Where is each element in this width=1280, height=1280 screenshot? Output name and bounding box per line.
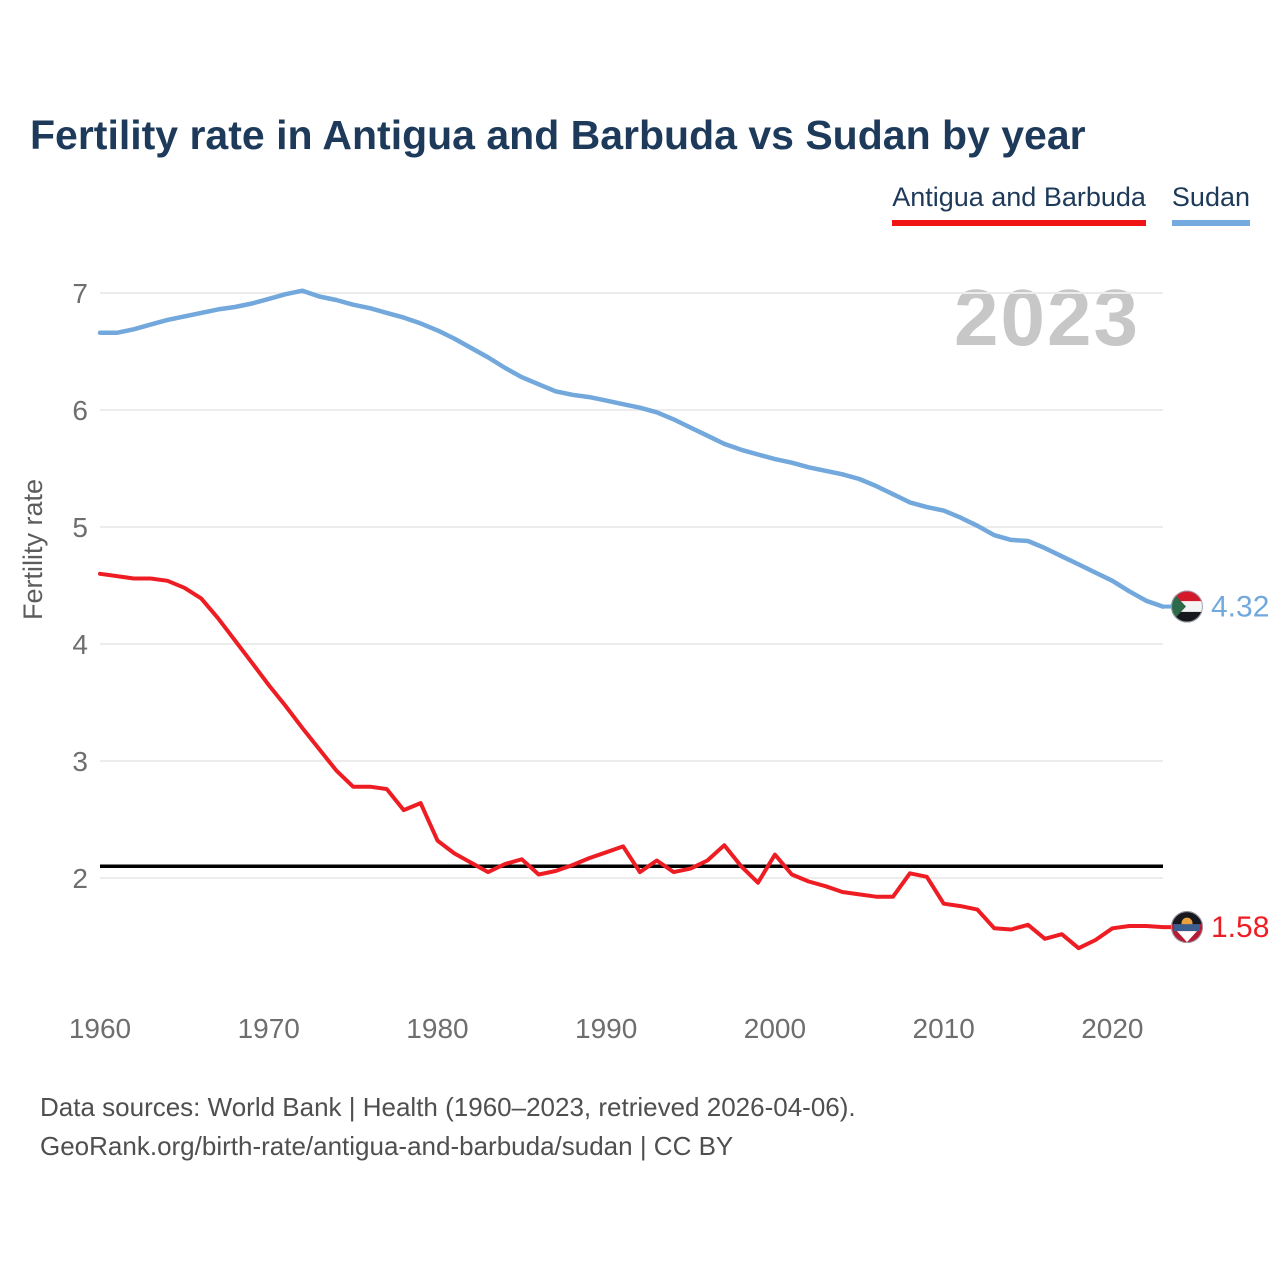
year-watermark: 2023	[954, 273, 1140, 362]
x-tick-1960: 1960	[69, 1013, 131, 1044]
y-tick-6: 6	[72, 395, 88, 426]
y-tick-4: 4	[72, 629, 88, 660]
legend-item-sudan[interactable]: Sudan	[1171, 182, 1250, 226]
x-tick-2010: 2010	[913, 1013, 975, 1044]
data-source-note: Data sources: World Bank | Health (1960–…	[40, 1088, 856, 1166]
y-tick-7: 7	[72, 278, 88, 309]
legend: Antigua and Barbuda Sudan	[892, 182, 1250, 226]
antigua-and-barbuda-line	[98, 571, 1165, 951]
data-source-line1: Data sources: World Bank | Health (1960–…	[40, 1092, 856, 1122]
data-source-line2: GeoRank.org/birth-rate/antigua-and-barbu…	[40, 1131, 734, 1161]
sudan-end-value-label: 4.32	[1211, 591, 1269, 624]
sudan-line	[97, 288, 1166, 609]
y-tick-2: 2	[72, 863, 88, 894]
sudan-flag-icon	[1171, 590, 1203, 623]
legend-item-antigua-and-barbuda[interactable]: Antigua and Barbuda	[892, 182, 1146, 226]
x-tick-1990: 1990	[575, 1013, 637, 1044]
x-tick-2000: 2000	[744, 1013, 806, 1044]
x-tick-1970: 1970	[238, 1013, 300, 1044]
y-tick-3: 3	[72, 746, 88, 777]
x-tick-2020: 2020	[1081, 1013, 1143, 1044]
chart-title: Fertility rate in Antigua and Barbuda vs…	[30, 112, 1086, 158]
x-tick-1980: 1980	[406, 1013, 468, 1044]
antigua-and-barbuda-flag-icon	[1171, 911, 1203, 944]
y-tick-5: 5	[72, 512, 88, 543]
antigua-end-value-label: 1.58	[1211, 911, 1269, 944]
